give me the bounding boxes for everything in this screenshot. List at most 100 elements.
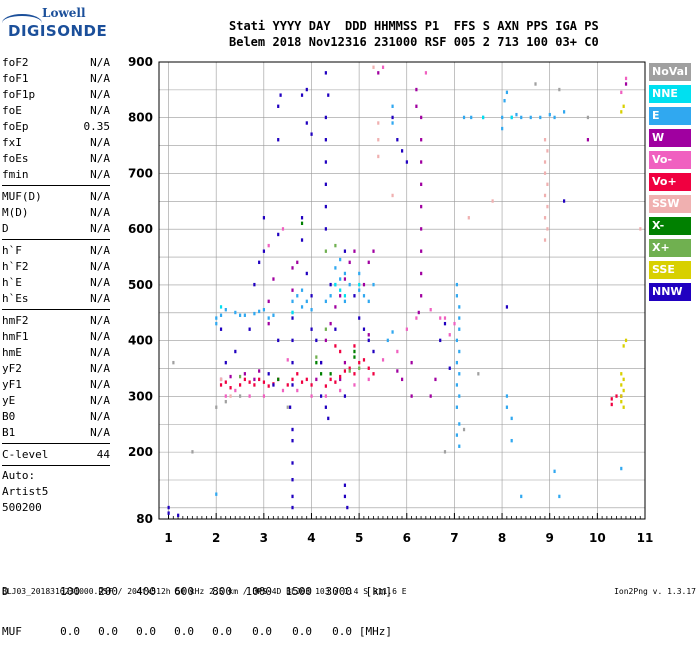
param-row: C-level 44: [2, 447, 110, 463]
data-point-noval: [586, 115, 590, 120]
data-point-vo: [267, 243, 270, 248]
data-point-vo: [234, 388, 237, 393]
legend-item-x: X+: [649, 239, 691, 257]
data-point-w: [420, 271, 423, 276]
footer: BLJ03_2018316231000.RSF / 204fx512h 50 k…: [2, 587, 698, 596]
distance-row: D 100 200 400 600 800 1000 1500 3000 [km]: [2, 585, 392, 599]
data-point-e: [553, 115, 556, 120]
x-tick-label: 9: [546, 531, 554, 545]
data-point-w: [401, 377, 404, 382]
data-point-e: [386, 338, 389, 343]
data-point-nnw: [448, 366, 451, 370]
footer-version: Ion2Png v. 1.3.17: [614, 587, 696, 596]
data-point-w: [396, 369, 399, 373]
table-cell: 0.0: [174, 625, 194, 638]
data-point-w: [291, 266, 294, 270]
data-point-nnw: [258, 260, 261, 265]
data-point-vo: [396, 349, 399, 354]
data-point-vo: [239, 383, 242, 387]
data-point-vo: [248, 380, 251, 384]
data-point-nne: [339, 288, 342, 292]
header-values-8: 713: [497, 35, 519, 49]
data-point-vo: [334, 380, 337, 384]
param-name: foEs: [2, 152, 29, 165]
param-value: N/A: [90, 394, 110, 407]
data-point-x: [239, 374, 242, 379]
data-point-e: [458, 316, 461, 320]
data-point-w: [334, 305, 337, 309]
param-name: hmF2: [2, 314, 29, 327]
data-point-vo: [291, 377, 294, 382]
x-tick-label: 10: [589, 531, 606, 545]
data-point-e: [503, 99, 506, 103]
lowell-digisonde-logo: Lowell DIGISONDE: [2, 4, 112, 46]
data-point-ssw: [639, 227, 642, 231]
data-point-noval: [239, 394, 242, 398]
data-point-e: [620, 466, 623, 471]
data-point-nnw: [248, 327, 251, 331]
data-point-w: [253, 377, 256, 382]
data-point-e: [520, 115, 523, 120]
data-point-w: [420, 227, 423, 231]
data-point-x: [300, 221, 304, 226]
ionogram-plot: 1 2 3 4 5 6 7 8 9 10 11 80 200 300 400 500 600 700 800 900: [128, 55, 654, 545]
data-point-vo: [267, 384, 270, 388]
data-point-nnw: [262, 249, 266, 253]
data-point-nnw: [224, 360, 227, 365]
header-labels-0: Stati: [229, 19, 266, 33]
table-row1-label: D: [2, 585, 9, 598]
param-value: 0.35: [83, 120, 111, 133]
data-point-w: [410, 360, 413, 365]
data-point-x: [324, 249, 327, 253]
data-point-nnw: [324, 71, 327, 75]
data-point-e: [458, 444, 461, 448]
data-point-e: [515, 112, 518, 117]
param-value: N/A: [90, 152, 110, 165]
data-point-e: [348, 282, 351, 287]
data-point-ssw: [491, 199, 494, 203]
data-point-nne: [334, 282, 337, 287]
data-point-w: [420, 204, 423, 209]
data-point-vo: [381, 65, 385, 69]
x-tick-label: 11: [637, 531, 654, 545]
param-value: N/A: [90, 88, 110, 101]
data-point-e: [455, 383, 458, 387]
data-point-e: [358, 271, 361, 276]
data-point-sse: [622, 344, 625, 348]
data-point-x: [353, 355, 356, 359]
table-cell: 0.0: [292, 625, 312, 638]
header-values-0: Belem: [229, 35, 266, 49]
param-value: N/A: [90, 168, 110, 181]
data-point-nnw: [324, 204, 327, 209]
muf-row: MUF 0.0 0.0 0.0 0.0 0.0 0.0 0.0 0.0 [MHz]: [2, 625, 392, 639]
param-row: fmin N/A: [2, 167, 110, 183]
data-point-nnw: [324, 227, 327, 231]
data-point-vo: [305, 377, 308, 382]
data-point-nnw: [353, 294, 356, 298]
table-cell: [MHz]: [358, 625, 392, 638]
table-cell: 0.0: [252, 625, 272, 638]
data-point-e: [258, 309, 261, 314]
data-point-nnw: [279, 93, 282, 97]
data-point-vo: [281, 388, 285, 393]
data-point-nnw: [253, 282, 256, 287]
data-point-ssw: [543, 171, 547, 175]
data-point-nnw: [219, 327, 223, 331]
data-point-vo: [443, 316, 447, 320]
autoscale-line: 500200: [2, 501, 42, 514]
param-value: N/A: [90, 426, 110, 439]
param-value: N/A: [90, 292, 110, 305]
data-point-w: [367, 260, 370, 265]
param-row: MUF(D) N/A: [2, 189, 110, 205]
param-name: foF2: [2, 56, 29, 69]
data-point-vo: [439, 316, 442, 320]
header-labels-4: HHMMSS: [374, 19, 418, 33]
table-row2-label: MUF: [2, 625, 22, 638]
logo-arc-icon: [2, 14, 42, 32]
data-point-vo: [243, 377, 246, 382]
data-point-ssw: [546, 182, 549, 187]
header-values-9: 100: [526, 35, 548, 49]
header-labels-9: PPS: [526, 19, 548, 33]
data-point-e: [458, 327, 461, 331]
data-point-vo: [367, 377, 370, 382]
